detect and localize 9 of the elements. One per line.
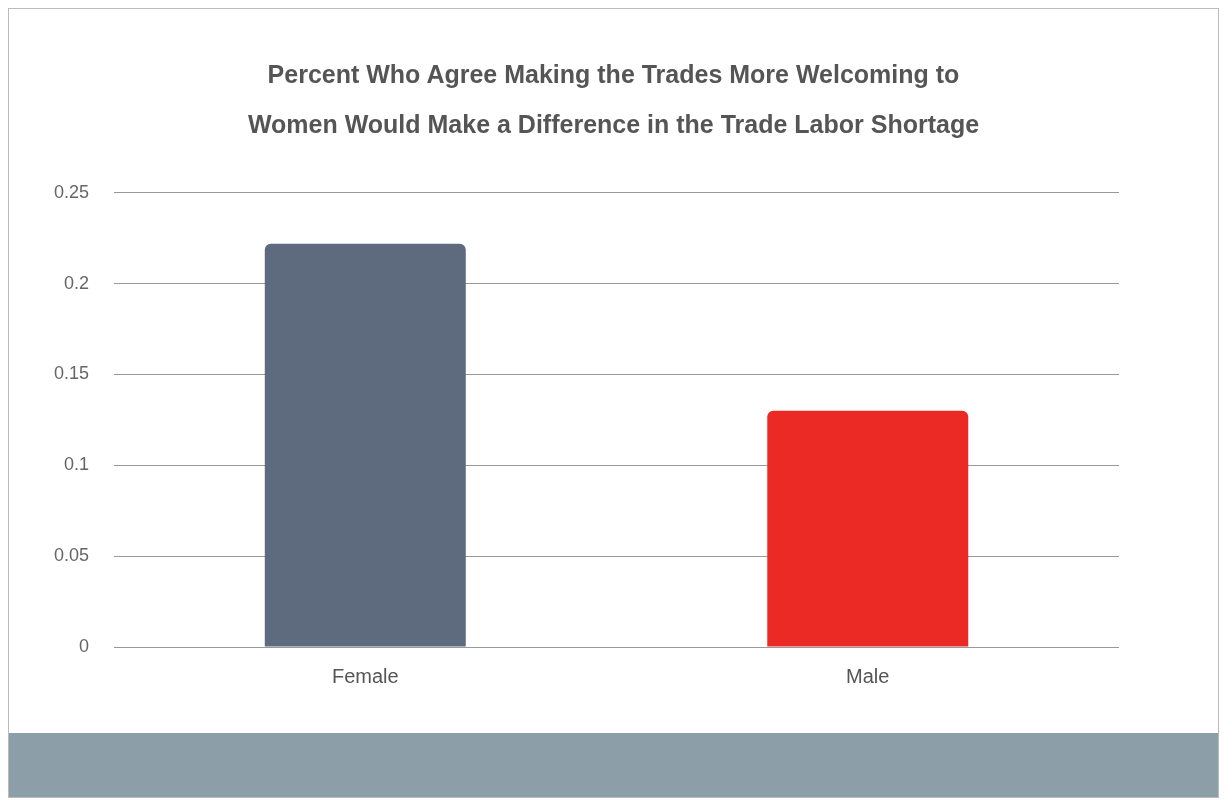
- y-tick-label: 0.25: [53, 181, 90, 202]
- y-tick-label: 0.1: [64, 454, 90, 475]
- x-tick-label: Female: [331, 664, 399, 687]
- chart-title: Percent Who Agree Making the Trades More Welcoming to Women Would Make a Difference in the Trade Labor Shortage: [246, 59, 981, 140]
- y-tick-label: 0.2: [64, 272, 90, 293]
- y-tick-label: 0: [79, 635, 90, 656]
- x-tick-label: Male: [846, 664, 890, 687]
- y-tick-label: 0.15: [53, 363, 90, 384]
- y-tick-label: 0.05: [53, 545, 90, 566]
